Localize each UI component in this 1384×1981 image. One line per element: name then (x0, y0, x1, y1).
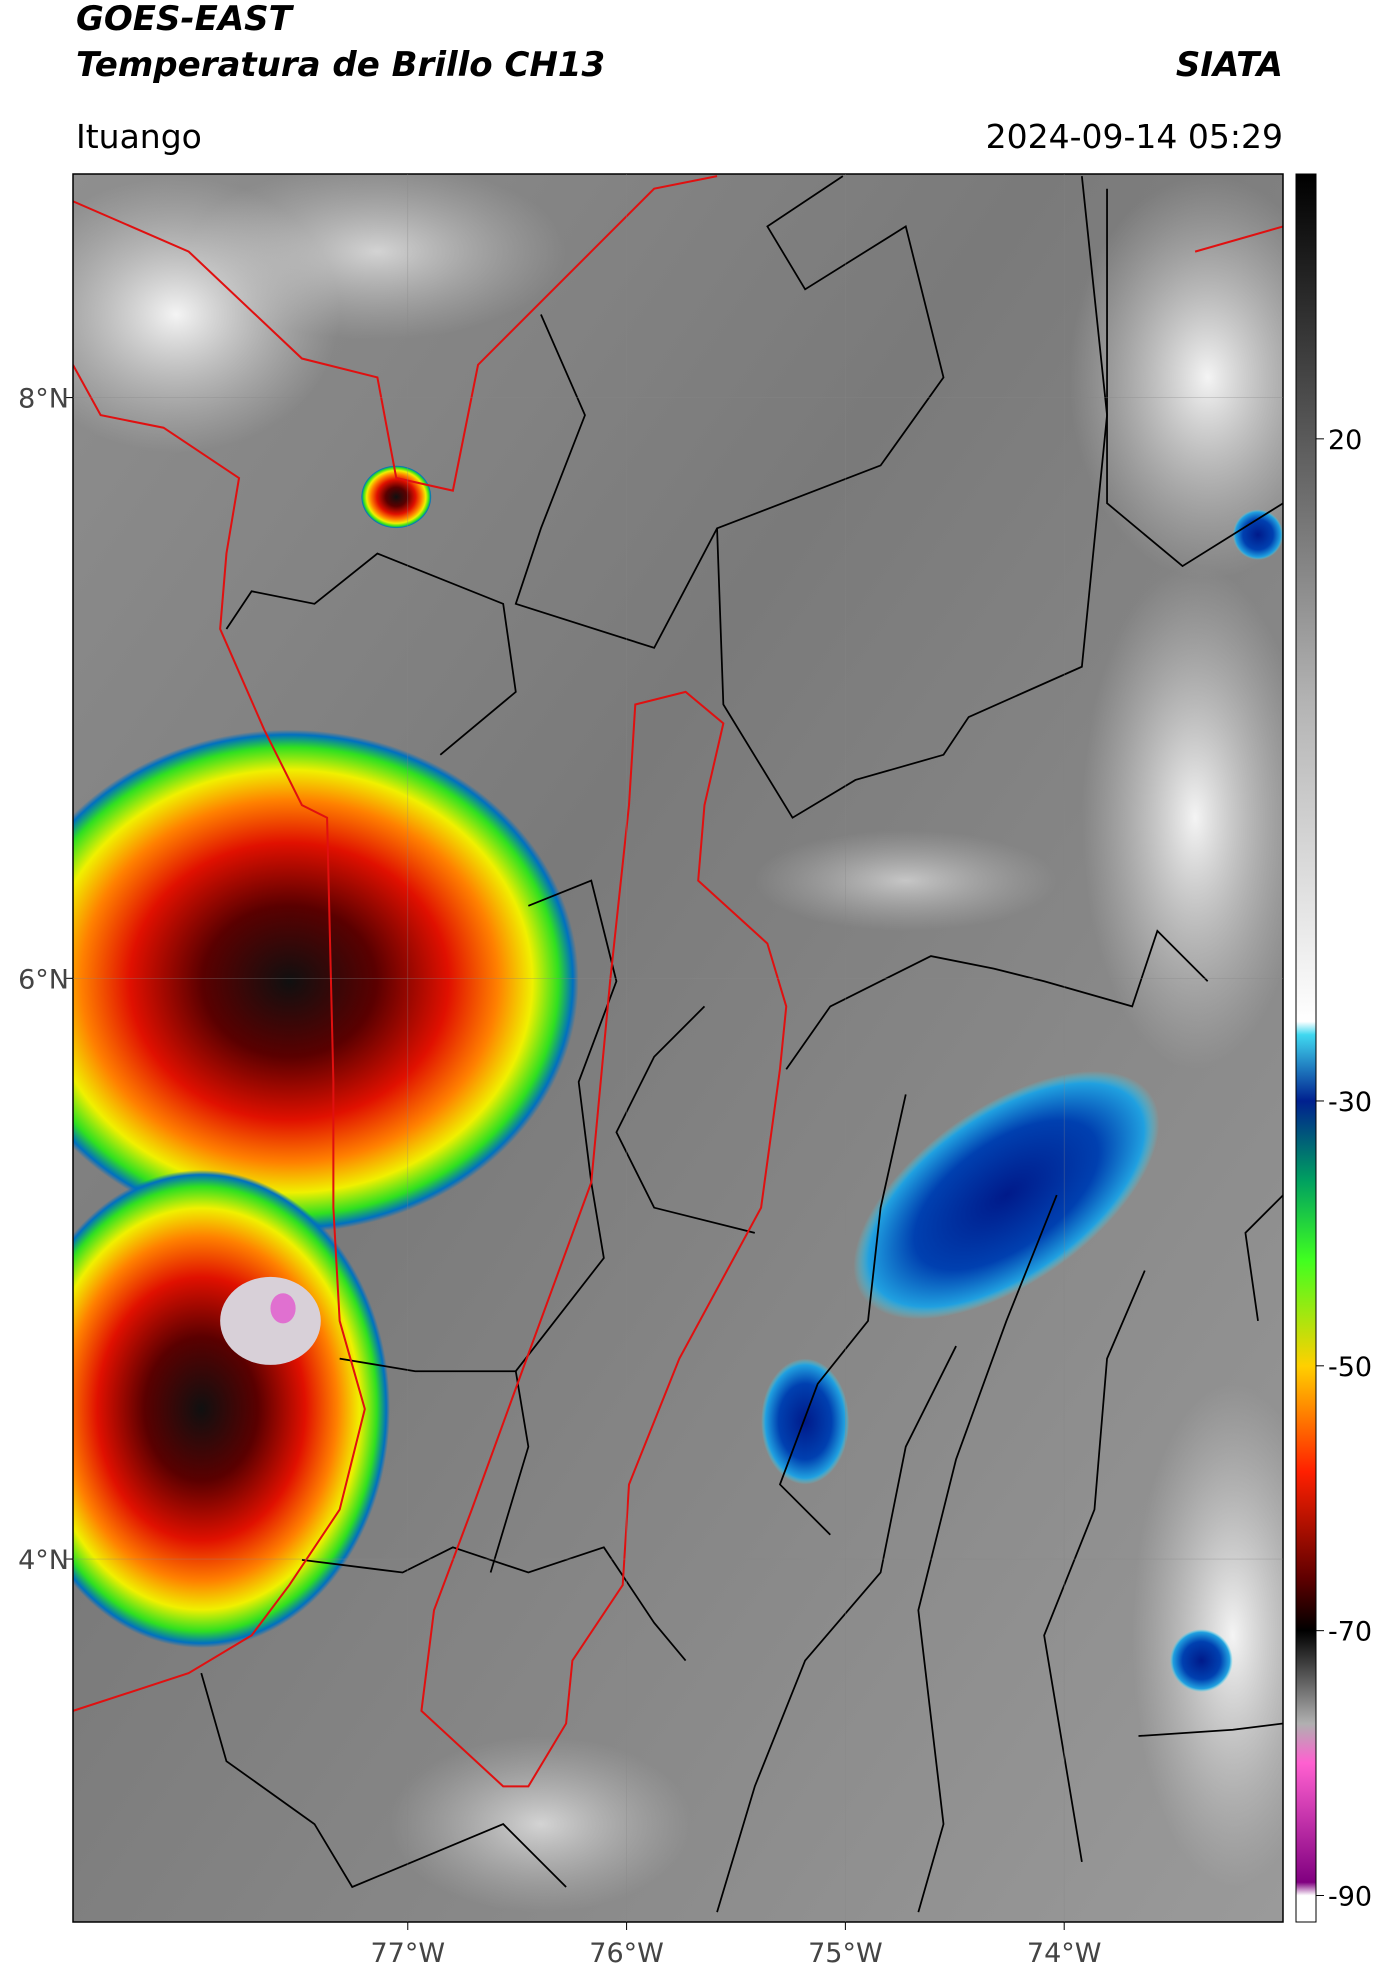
colorbar-tick-label: -50 (1328, 1352, 1372, 1383)
subtitle: Temperatura de Brillo CH13 (76, 45, 605, 85)
agency: SIATA (1176, 45, 1283, 85)
y-tick-label: 4°N (18, 1545, 69, 1576)
y-tick-label: 6°N (18, 964, 69, 995)
title: GOES-EAST (76, 0, 295, 39)
colorbar (1295, 173, 1317, 1923)
map-image (73, 174, 1283, 1922)
y-tick-label: 8°N (18, 384, 69, 415)
x-tick-label: 75°W (808, 1938, 883, 1969)
region: Ituango (76, 117, 202, 156)
x-tick-label: 76°W (589, 1938, 664, 1969)
map-frame (72, 173, 1284, 1923)
colorbar-tick-label: -70 (1328, 1617, 1372, 1648)
colorbar-tick-label: -90 (1328, 1882, 1372, 1913)
x-tick-label: 74°W (1027, 1938, 1102, 1969)
colorbar-tick-label: 20 (1328, 425, 1362, 456)
colorbar-tick-label: -30 (1328, 1087, 1372, 1118)
datetime: 2024-09-14 05:29 (986, 117, 1283, 156)
x-tick-label: 77°W (370, 1938, 445, 1969)
